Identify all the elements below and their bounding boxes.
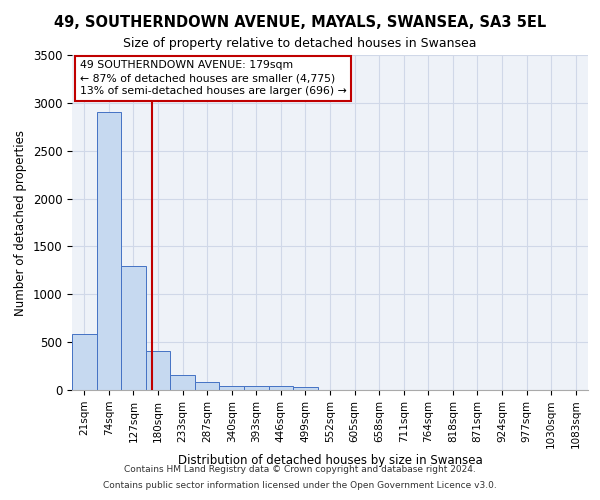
Text: 49, SOUTHERNDOWN AVENUE, MAYALS, SWANSEA, SA3 5EL: 49, SOUTHERNDOWN AVENUE, MAYALS, SWANSEA… — [54, 15, 546, 30]
Text: 49 SOUTHERNDOWN AVENUE: 179sqm
← 87% of detached houses are smaller (4,775)
13% : 49 SOUTHERNDOWN AVENUE: 179sqm ← 87% of … — [80, 60, 346, 96]
Bar — [195, 382, 220, 390]
Bar — [220, 386, 244, 390]
Bar — [121, 266, 146, 390]
Bar — [72, 334, 97, 390]
Text: Contains public sector information licensed under the Open Government Licence v3: Contains public sector information licen… — [103, 480, 497, 490]
Y-axis label: Number of detached properties: Number of detached properties — [14, 130, 27, 316]
Text: Size of property relative to detached houses in Swansea: Size of property relative to detached ho… — [123, 38, 477, 51]
X-axis label: Distribution of detached houses by size in Swansea: Distribution of detached houses by size … — [178, 454, 482, 467]
Bar — [293, 386, 318, 390]
Bar — [244, 386, 269, 390]
Bar — [170, 375, 195, 390]
Text: Contains HM Land Registry data © Crown copyright and database right 2024.: Contains HM Land Registry data © Crown c… — [124, 466, 476, 474]
Bar — [146, 351, 170, 390]
Bar — [97, 112, 121, 390]
Bar — [269, 386, 293, 390]
